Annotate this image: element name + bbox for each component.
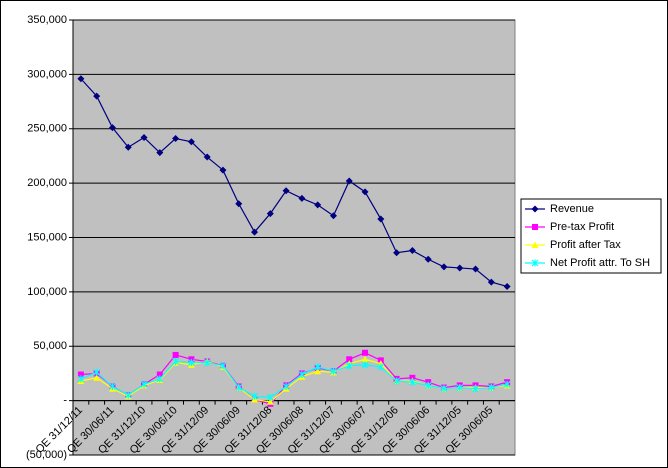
y-tick-label: 50,000 — [33, 340, 67, 352]
legend-label: Pre-tax Profit — [550, 221, 614, 233]
marker — [345, 362, 353, 370]
marker — [172, 357, 180, 365]
marker — [251, 392, 258, 400]
marker — [266, 393, 274, 401]
marker — [187, 138, 195, 146]
marker — [282, 382, 290, 390]
marker — [314, 367, 322, 375]
marker — [408, 378, 416, 386]
marker — [172, 135, 180, 143]
marker — [77, 375, 85, 383]
marker — [93, 92, 101, 100]
y-tick-label: 200,000 — [27, 177, 67, 189]
marker — [503, 282, 511, 290]
legend-marker — [532, 224, 538, 230]
marker — [487, 278, 495, 286]
marker — [156, 371, 163, 378]
marker — [251, 228, 259, 236]
legend-label: Revenue — [550, 203, 594, 215]
marker — [456, 264, 464, 272]
marker — [108, 124, 116, 132]
marker — [77, 371, 84, 378]
legend-label: Profit after Tax — [550, 239, 621, 251]
marker — [503, 380, 511, 388]
y-tick-label: - — [63, 395, 67, 407]
marker — [472, 265, 480, 273]
marker — [330, 367, 337, 375]
marker — [109, 382, 116, 390]
marker — [393, 377, 401, 385]
marker — [187, 359, 195, 367]
series-line — [80, 360, 508, 398]
marker — [298, 371, 306, 379]
marker — [140, 380, 148, 388]
marker — [93, 368, 101, 376]
marker — [203, 153, 211, 161]
marker — [156, 149, 164, 157]
marker — [266, 398, 274, 405]
marker — [77, 75, 85, 83]
marker — [93, 374, 101, 381]
marker — [393, 249, 401, 257]
marker — [424, 381, 432, 389]
marker — [361, 188, 369, 196]
legend-box — [520, 198, 662, 274]
marker — [282, 187, 290, 195]
legend-marker — [531, 259, 539, 267]
marker — [377, 363, 385, 371]
y-tick-label: 100,000 — [27, 286, 67, 298]
y-tick-label: 350,000 — [27, 14, 67, 26]
marker — [266, 210, 274, 218]
marker — [298, 194, 306, 202]
marker — [440, 385, 448, 393]
marker — [472, 385, 479, 393]
legend-marker — [531, 241, 539, 248]
y-tick-label: (50,000) — [26, 449, 67, 461]
marker — [346, 356, 353, 363]
y-tick-label: 300,000 — [27, 68, 67, 80]
marker — [156, 375, 164, 383]
marker — [329, 212, 337, 220]
marker — [362, 349, 369, 356]
marker — [235, 384, 243, 392]
marker — [314, 201, 322, 209]
marker — [140, 133, 148, 141]
y-tick-label: 250,000 — [27, 123, 67, 135]
series-line — [80, 352, 508, 405]
marker — [487, 384, 495, 392]
marker — [124, 143, 132, 151]
marker — [124, 391, 132, 399]
marker — [235, 200, 243, 208]
marker — [361, 355, 369, 363]
marker — [361, 361, 369, 369]
series-line — [80, 78, 508, 288]
marker — [424, 255, 432, 263]
marker — [345, 177, 353, 185]
marker — [219, 166, 227, 174]
legend-marker — [531, 205, 539, 213]
marker — [314, 363, 322, 371]
marker — [377, 215, 385, 223]
marker — [219, 362, 227, 370]
marker — [408, 247, 416, 255]
marker — [440, 263, 448, 271]
legend-label: Net Profit attr. To SH — [550, 257, 650, 269]
marker — [456, 384, 464, 392]
marker — [172, 351, 179, 358]
y-tick-label: 150,000 — [27, 231, 67, 243]
marker — [203, 359, 211, 367]
